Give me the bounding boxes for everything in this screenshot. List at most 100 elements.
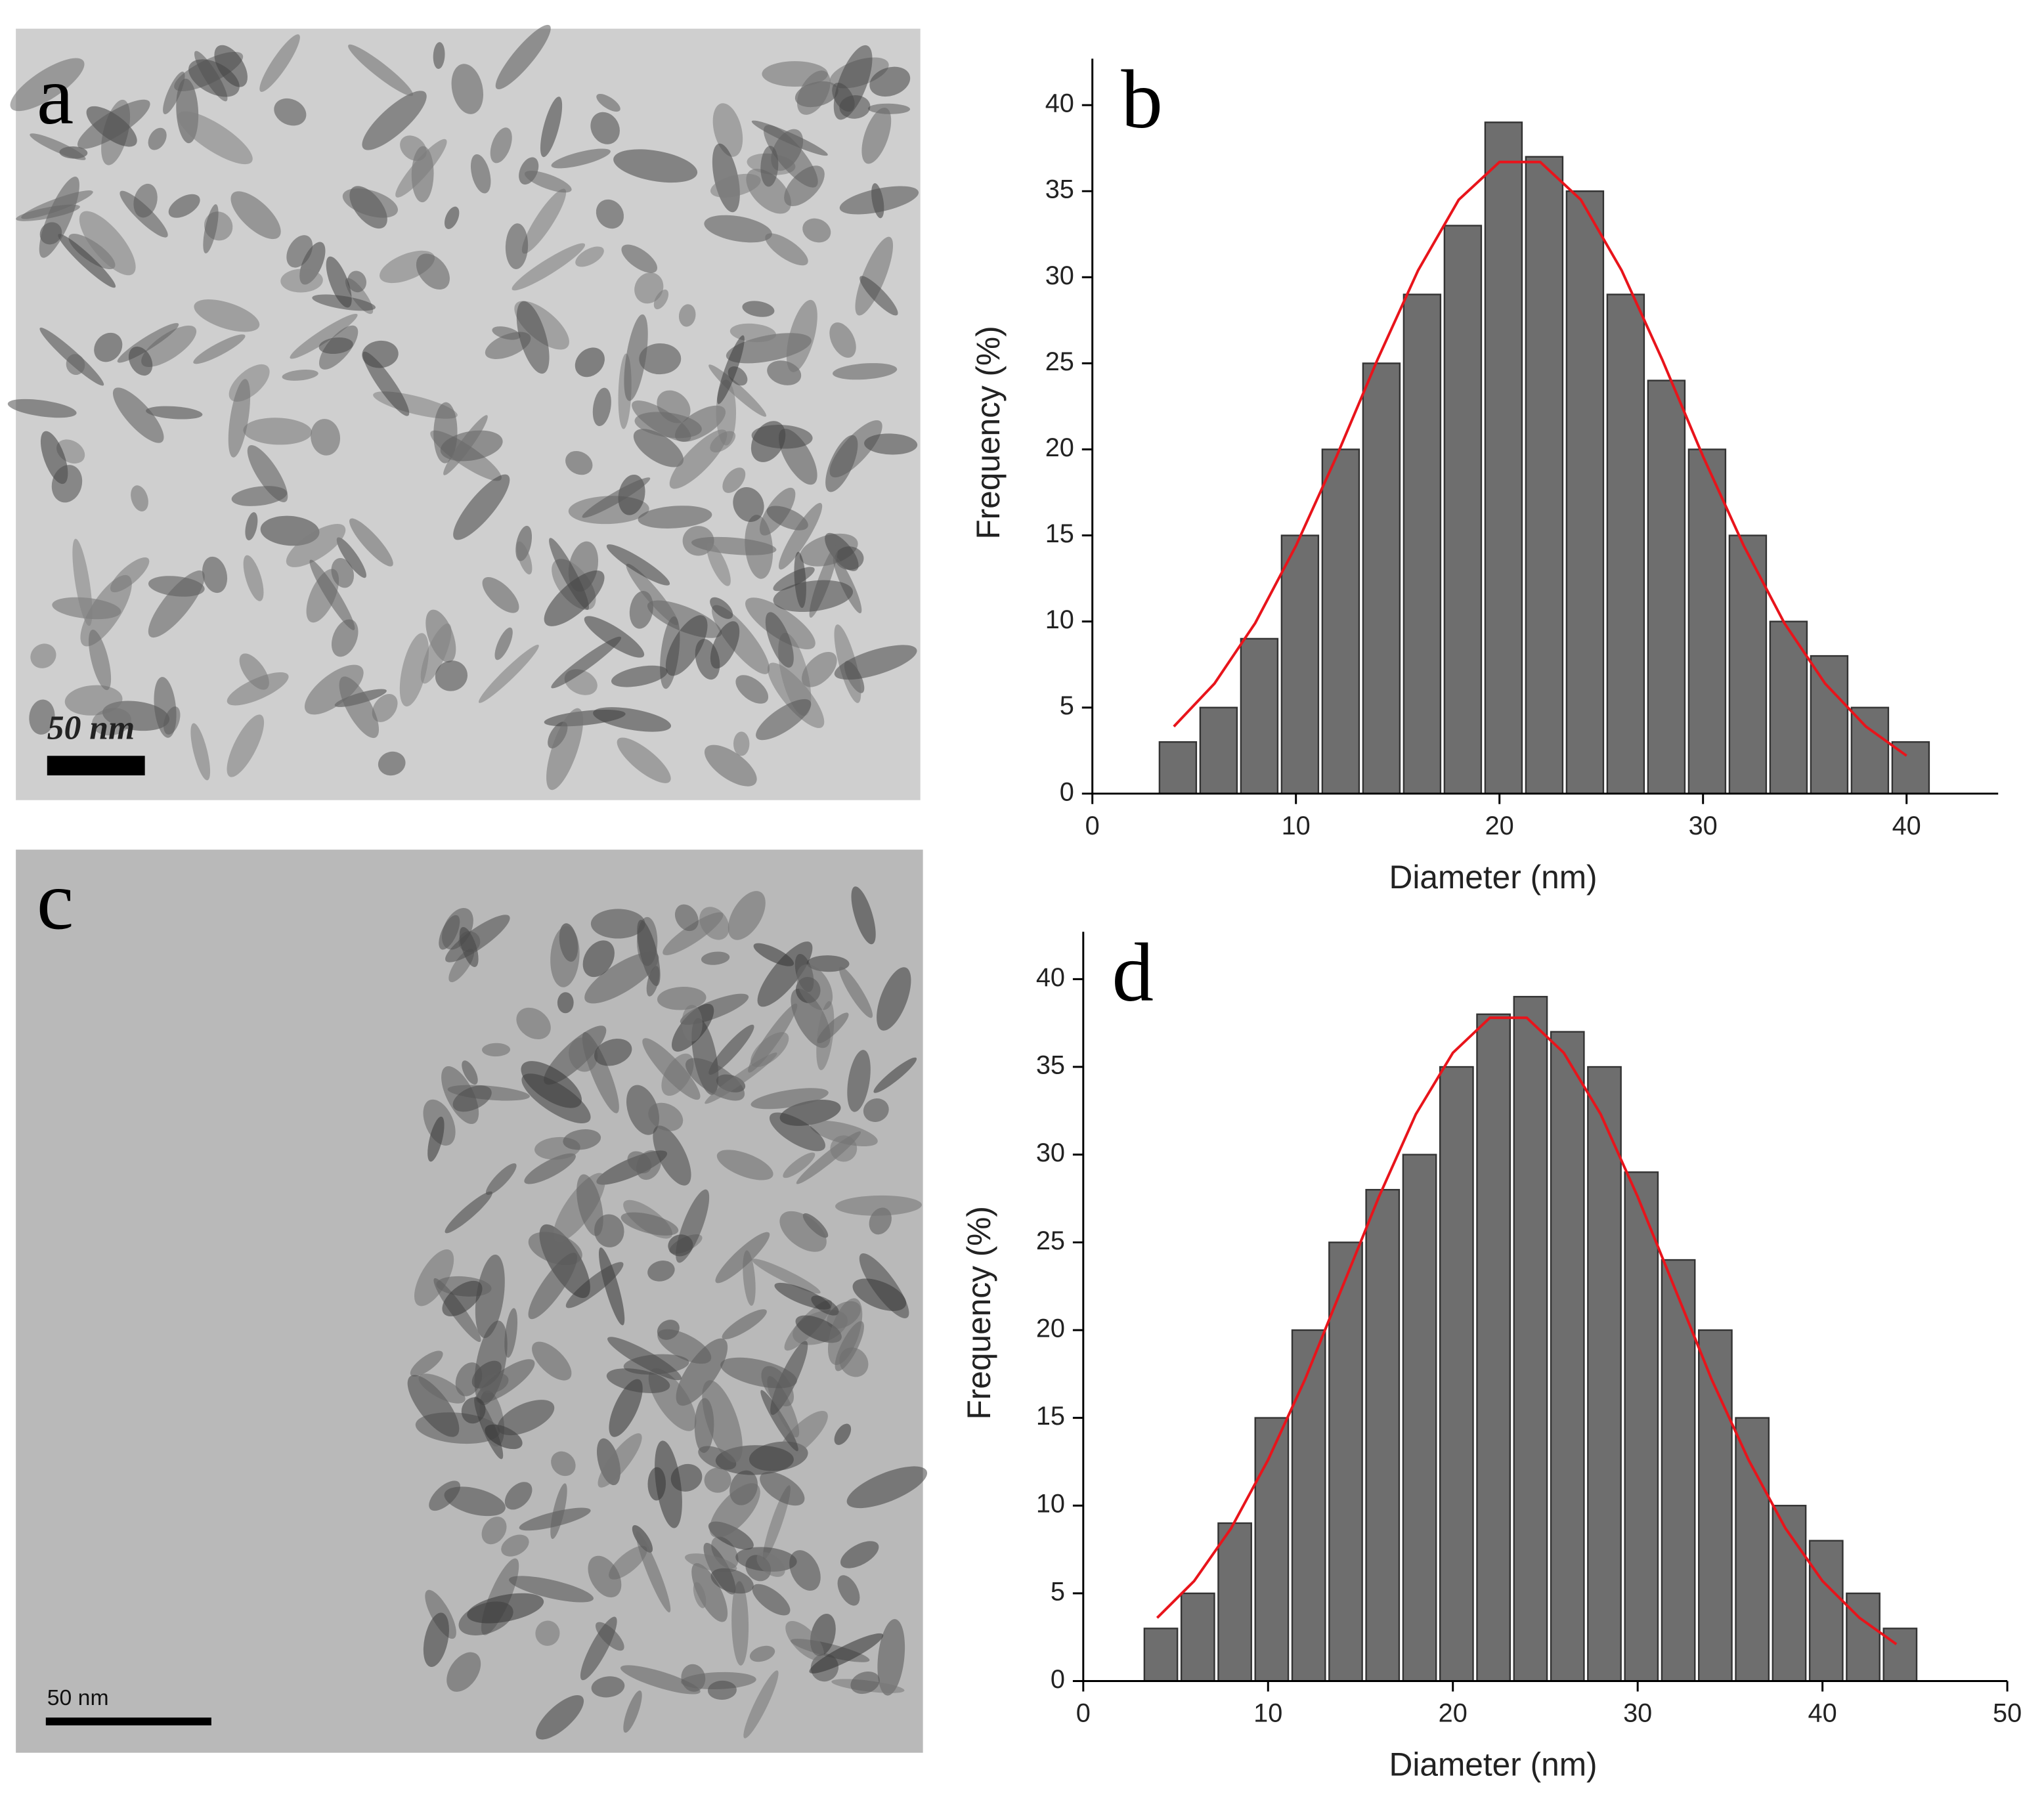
particle (611, 665, 668, 687)
bar (1240, 637, 1279, 795)
particle (576, 1174, 603, 1236)
particle (443, 415, 488, 475)
particle (877, 967, 911, 1031)
x-tick-label: 30 (1689, 811, 1718, 840)
particle (247, 444, 288, 502)
bar (1158, 741, 1198, 795)
y-tick-label: 35 (1045, 175, 1074, 204)
particle (699, 907, 729, 940)
particle (339, 676, 380, 739)
bar (1180, 1592, 1215, 1682)
particle (720, 1357, 797, 1389)
particle (521, 1073, 591, 1124)
particle (227, 672, 289, 706)
particle (309, 559, 355, 630)
particle (286, 524, 346, 567)
particle (433, 42, 445, 70)
particle (72, 538, 93, 626)
particle (715, 1232, 770, 1284)
particle (131, 485, 148, 511)
bar (1624, 1171, 1659, 1682)
particle (494, 627, 513, 660)
particle (79, 211, 136, 276)
particle (704, 745, 757, 787)
particle (89, 630, 112, 691)
particle (750, 1032, 789, 1068)
x-tick-label: 10 (1253, 1699, 1282, 1728)
particle (551, 636, 622, 689)
x-tick-label: 10 (1282, 811, 1311, 840)
particle (691, 1563, 728, 1622)
particle (347, 270, 366, 293)
particle (774, 1282, 831, 1310)
particle (342, 188, 399, 218)
particle (7, 399, 77, 418)
particle (544, 570, 605, 626)
particle (817, 1012, 849, 1044)
particle (290, 313, 358, 359)
particle (395, 139, 447, 198)
particle (177, 111, 253, 165)
particle (516, 1007, 551, 1040)
particle (10, 58, 85, 112)
particle (743, 1670, 779, 1738)
particle (592, 387, 611, 427)
particle (575, 246, 604, 267)
particle (733, 731, 750, 756)
x-tick-label: 20 (1485, 811, 1514, 840)
particle (243, 555, 264, 601)
particle (569, 1037, 598, 1072)
particle (504, 1482, 533, 1510)
particle (318, 337, 353, 355)
particle (146, 406, 203, 420)
particle (676, 1338, 728, 1406)
bar (1143, 1628, 1179, 1682)
particle (634, 272, 664, 304)
particle (588, 1555, 622, 1598)
y-tick-label: 5 (1051, 1577, 1065, 1606)
particle (869, 66, 911, 97)
particle (685, 1553, 737, 1572)
particle (763, 125, 818, 188)
bar (1565, 190, 1605, 795)
particle (850, 1671, 880, 1695)
bar (1525, 156, 1564, 795)
particle (582, 940, 615, 978)
particle (745, 515, 773, 579)
particle (716, 1150, 773, 1180)
particle (504, 1308, 518, 1358)
particle (840, 1541, 879, 1568)
particle (141, 325, 197, 367)
particle (168, 194, 200, 218)
particle (532, 1341, 572, 1381)
y-tick-label: 35 (1036, 1051, 1065, 1080)
bar (1291, 1329, 1326, 1682)
particle (282, 369, 318, 381)
particle (639, 343, 682, 375)
particle (66, 354, 85, 376)
particle (599, 1247, 625, 1326)
particle (550, 926, 580, 987)
particle (453, 474, 510, 540)
y-tick-label: 0 (1051, 1665, 1065, 1694)
particle (646, 966, 660, 997)
particle (94, 332, 123, 362)
particle (154, 677, 177, 738)
particle (485, 1424, 523, 1450)
particle (626, 563, 679, 626)
particle (626, 1085, 659, 1135)
particle (110, 557, 150, 593)
particle (524, 171, 572, 193)
particle (825, 532, 859, 571)
particle (590, 112, 620, 144)
particle (423, 1612, 449, 1668)
particle (528, 1253, 578, 1320)
particle (710, 431, 736, 453)
particle (620, 1665, 701, 1695)
particle (245, 512, 258, 541)
particle (681, 1672, 756, 1690)
particle (243, 418, 313, 445)
particle (847, 1050, 871, 1112)
bar (1362, 362, 1401, 795)
particle (331, 557, 355, 588)
